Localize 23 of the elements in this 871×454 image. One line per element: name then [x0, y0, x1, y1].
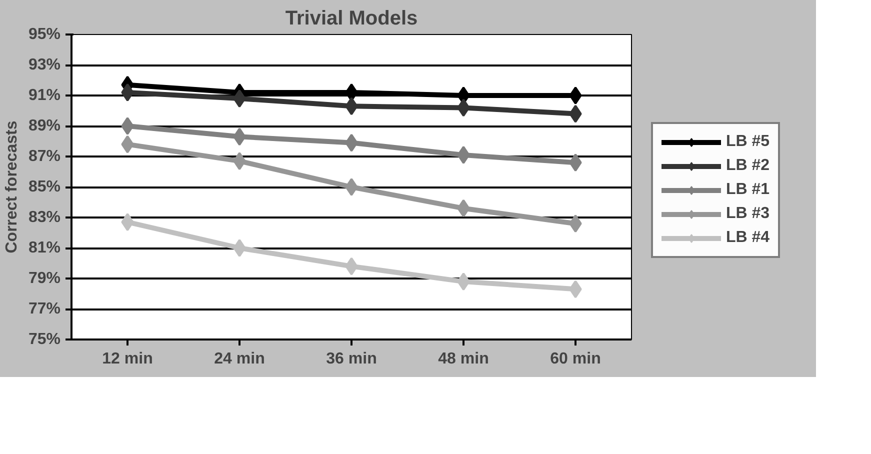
legend-label: LB #2	[726, 157, 770, 175]
y-tick-label: 95%	[28, 26, 61, 43]
chart-title: Trivial Models	[285, 8, 418, 30]
x-tick-label: 60 min	[550, 350, 601, 368]
x-tick-label: 36 min	[326, 350, 377, 368]
x-tick-label: 24 min	[214, 350, 265, 368]
legend-label: LB #5	[726, 133, 770, 151]
legend-label: LB #3	[726, 205, 770, 223]
y-tick-label: 83%	[28, 209, 61, 226]
legend-label: LB #4	[726, 229, 770, 247]
y-tick-label: 81%	[28, 240, 61, 256]
y-tick-label: 89%	[28, 118, 61, 134]
legend-label: LB #1	[726, 181, 770, 199]
x-tick-label: 12 min	[102, 350, 153, 368]
y-tick-label: 79%	[28, 270, 61, 287]
y-tick-label: 75%	[28, 331, 61, 348]
y-tick-label: 87%	[28, 148, 61, 165]
y-tick-label: 93%	[28, 56, 61, 74]
x-tick-label: 48 min	[438, 350, 489, 368]
y-axis-title: Correct forecasts	[3, 120, 20, 254]
y-tick-label: 77%	[28, 300, 61, 318]
y-tick-label: 85%	[28, 178, 61, 196]
y-tick-label: 91%	[28, 87, 61, 104]
